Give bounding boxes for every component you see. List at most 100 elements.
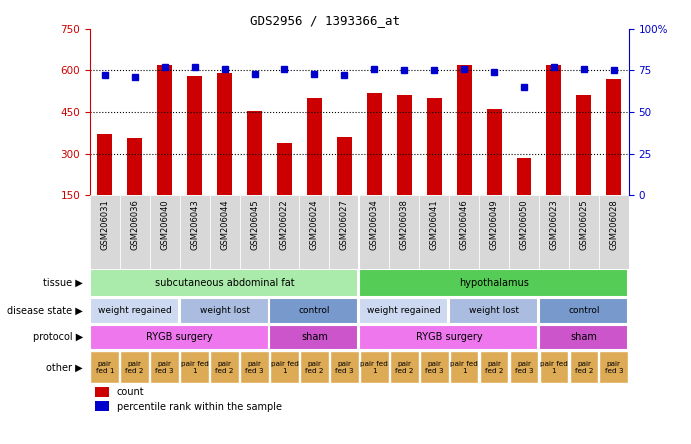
- Bar: [95, 401, 108, 412]
- Text: GSM206038: GSM206038: [399, 199, 409, 250]
- Bar: [91, 352, 119, 384]
- Text: pair
fed 3: pair fed 3: [155, 361, 174, 374]
- Text: GSM206036: GSM206036: [130, 199, 140, 250]
- Text: protocol ▶: protocol ▶: [32, 333, 83, 342]
- Text: RYGB surgery: RYGB surgery: [146, 333, 213, 342]
- Bar: [359, 298, 448, 324]
- Bar: [389, 195, 419, 269]
- Bar: [367, 93, 381, 195]
- Text: GSM206043: GSM206043: [190, 199, 199, 250]
- Text: pair
fed 3: pair fed 3: [605, 361, 623, 374]
- Bar: [457, 65, 471, 195]
- Bar: [210, 352, 239, 384]
- Text: pair fed
1: pair fed 1: [360, 361, 388, 374]
- Text: GSM206034: GSM206034: [370, 199, 379, 250]
- Text: weight regained: weight regained: [368, 306, 441, 315]
- Text: GSM206049: GSM206049: [489, 199, 499, 250]
- Bar: [270, 352, 299, 384]
- Bar: [150, 195, 180, 269]
- Bar: [539, 298, 628, 324]
- Bar: [209, 195, 240, 269]
- Bar: [360, 352, 388, 384]
- Text: pair
fed 3: pair fed 3: [245, 361, 264, 374]
- Text: GSM206023: GSM206023: [549, 199, 558, 250]
- Bar: [480, 352, 509, 384]
- Text: count: count: [117, 387, 144, 397]
- Bar: [337, 137, 352, 195]
- Text: GSM206024: GSM206024: [310, 199, 319, 250]
- Bar: [240, 195, 269, 269]
- Text: percentile rank within the sample: percentile rank within the sample: [117, 401, 282, 412]
- Bar: [547, 65, 561, 195]
- Text: subcutaneous abdominal fat: subcutaneous abdominal fat: [155, 278, 294, 288]
- Bar: [307, 98, 322, 195]
- Bar: [540, 352, 568, 384]
- Text: disease state ▶: disease state ▶: [7, 306, 83, 316]
- Bar: [486, 109, 502, 195]
- Bar: [151, 352, 179, 384]
- Bar: [516, 158, 531, 195]
- Bar: [90, 325, 269, 350]
- Bar: [600, 352, 628, 384]
- Text: pair fed
1: pair fed 1: [540, 361, 568, 374]
- Text: pair
fed 2: pair fed 2: [216, 361, 234, 374]
- Text: GSM206040: GSM206040: [160, 199, 169, 250]
- Text: GSM206046: GSM206046: [460, 199, 468, 250]
- Bar: [127, 139, 142, 195]
- Text: GSM206027: GSM206027: [340, 199, 349, 250]
- Text: weight lost: weight lost: [200, 306, 249, 315]
- Text: control: control: [299, 306, 330, 315]
- Bar: [299, 195, 330, 269]
- Text: GSM206050: GSM206050: [520, 199, 529, 250]
- Text: pair
fed 1: pair fed 1: [95, 361, 114, 374]
- Text: GSM206028: GSM206028: [609, 199, 618, 250]
- Bar: [450, 352, 478, 384]
- Text: hypothalamus: hypothalamus: [459, 278, 529, 288]
- Text: tissue ▶: tissue ▶: [43, 278, 83, 288]
- Bar: [240, 352, 269, 384]
- Bar: [359, 325, 538, 350]
- Bar: [359, 269, 628, 297]
- Bar: [390, 352, 419, 384]
- Bar: [269, 195, 299, 269]
- Text: other ▶: other ▶: [46, 362, 83, 373]
- Bar: [479, 195, 509, 269]
- Text: pair fed
1: pair fed 1: [180, 361, 209, 374]
- Text: pair fed
1: pair fed 1: [270, 361, 299, 374]
- Bar: [95, 387, 108, 397]
- Bar: [330, 352, 359, 384]
- Text: GSM206022: GSM206022: [280, 199, 289, 250]
- Bar: [449, 195, 479, 269]
- Bar: [277, 143, 292, 195]
- Bar: [599, 195, 629, 269]
- Bar: [449, 298, 538, 324]
- Text: RYGB surgery: RYGB surgery: [416, 333, 482, 342]
- Bar: [300, 352, 329, 384]
- Bar: [419, 195, 449, 269]
- Text: control: control: [568, 306, 600, 315]
- Bar: [269, 325, 359, 350]
- Bar: [539, 325, 628, 350]
- Text: GSM206025: GSM206025: [579, 199, 589, 250]
- Text: pair
fed 2: pair fed 2: [485, 361, 503, 374]
- Bar: [157, 65, 172, 195]
- Bar: [120, 352, 149, 384]
- Bar: [180, 352, 209, 384]
- Bar: [90, 195, 120, 269]
- Bar: [420, 352, 448, 384]
- Text: GDS2956 / 1393366_at: GDS2956 / 1393366_at: [249, 14, 400, 27]
- Bar: [510, 352, 538, 384]
- Text: weight regained: weight regained: [98, 306, 171, 315]
- Bar: [187, 76, 202, 195]
- Text: GSM206031: GSM206031: [100, 199, 109, 250]
- Text: GSM206041: GSM206041: [430, 199, 439, 250]
- Bar: [397, 95, 412, 195]
- Bar: [120, 195, 150, 269]
- Bar: [509, 195, 539, 269]
- Text: sham: sham: [301, 333, 328, 342]
- Bar: [569, 195, 599, 269]
- Text: pair fed
1: pair fed 1: [450, 361, 478, 374]
- Text: sham: sham: [571, 333, 597, 342]
- Bar: [180, 195, 209, 269]
- Bar: [359, 195, 389, 269]
